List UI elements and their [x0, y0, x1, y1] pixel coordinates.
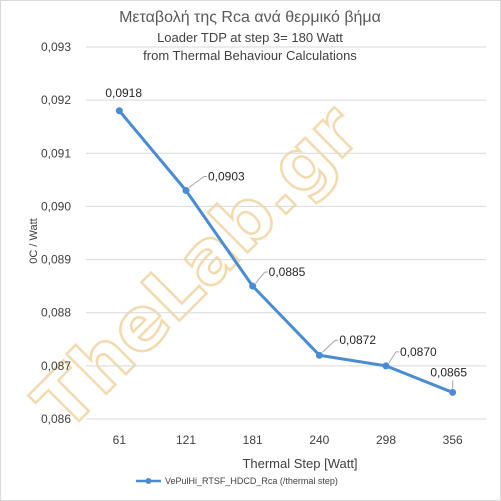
x-tick-label: 121 [176, 433, 196, 447]
data-labels: 0,0918 0,0903 0,0885 0,0872 0,0870 0,0865 [105, 86, 467, 389]
x-axis-title: Thermal Step [Watt] [242, 456, 357, 471]
watermark: TheLab.gr [17, 86, 378, 447]
y-tick-label: 0,088 [41, 306, 71, 320]
x-tick-label: 298 [376, 433, 396, 447]
data-label-leader [321, 339, 339, 353]
data-label: 0,0865 [430, 365, 467, 379]
data-point [115, 107, 123, 115]
data-point [182, 186, 190, 194]
data-point [315, 351, 323, 359]
series-line [118, 109, 454, 394]
y-tick-label: 0,087 [41, 359, 71, 373]
y-tick-label: 0,093 [41, 40, 71, 54]
data-point [249, 282, 257, 290]
data-point [382, 362, 390, 370]
x-tick-label: 356 [443, 433, 463, 447]
data-label-leader [255, 271, 268, 284]
data-label-leader [188, 175, 207, 188]
chart-title: Μεταβολή της Rca ανά θερμικό βήμα [119, 9, 381, 26]
watermark-text: TheLab.gr [18, 88, 377, 447]
data-label: 0,0885 [269, 265, 306, 279]
legend: VePulHi_RTSF_HDCD_Rca (/thermal step) [136, 476, 338, 486]
y-tick-label: 0,090 [41, 199, 71, 213]
y-tick-label: 0,091 [41, 146, 71, 160]
x-axis-ticks: 61 121 181 240 298 356 [113, 433, 463, 447]
x-tick-label: 240 [309, 433, 329, 447]
data-label: 0,0870 [400, 345, 437, 359]
x-tick-label: 181 [243, 433, 263, 447]
y-tick-label: 0,092 [41, 93, 71, 107]
y-tick-label: 0,089 [41, 253, 71, 267]
data-label-leader [388, 351, 399, 364]
series-layer [115, 107, 457, 396]
gridlines [86, 46, 486, 420]
chart-subtitle-line-1: Loader TDP at step 3= 180 Watt [157, 30, 343, 45]
data-label: 0,0918 [105, 86, 142, 100]
y-tick-label: 0,086 [41, 412, 71, 426]
data-point [449, 388, 457, 396]
y-axis-title: 0C / Watt [28, 218, 40, 263]
data-label: 0,0872 [339, 333, 376, 347]
y-axis-ticks: 0,086 0,087 0,088 0,089 0,090 0,091 0,092 0,093 [41, 40, 71, 426]
chart-subtitle-line-2: from Thermal Behaviour Calculations [143, 48, 357, 63]
legend-entry-label: VePulHi_RTSF_HDCD_Rca (/thermal step) [165, 476, 338, 486]
x-tick-label: 61 [113, 433, 127, 447]
legend-marker-swatch [145, 478, 152, 484]
data-label: 0,0903 [208, 169, 245, 183]
